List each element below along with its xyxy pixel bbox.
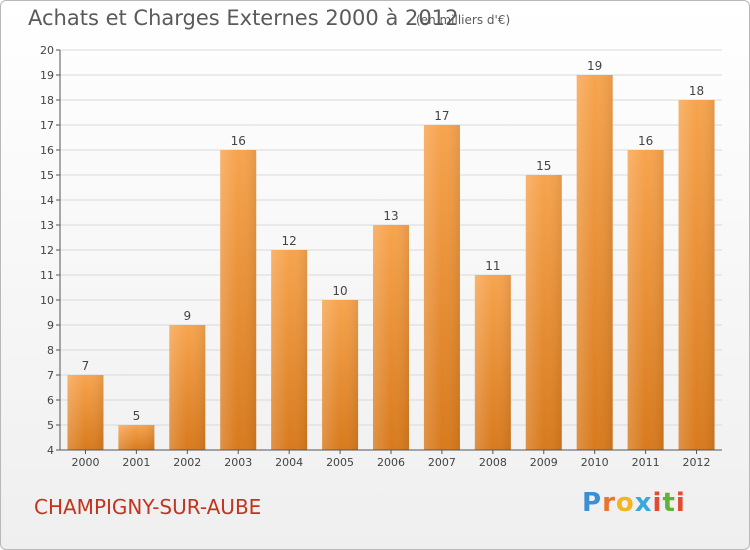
y-tick-label: 17 bbox=[40, 119, 54, 132]
bar-shade bbox=[118, 425, 155, 450]
y-tick-label: 11 bbox=[40, 269, 54, 282]
bar-value-label: 19 bbox=[587, 59, 602, 73]
bar-value-label: 11 bbox=[485, 259, 500, 273]
bar-shade bbox=[576, 75, 613, 450]
bar-value-label: 7 bbox=[82, 359, 90, 373]
logo-letter: i bbox=[652, 488, 663, 518]
bar-shade bbox=[423, 125, 460, 450]
x-tick-label: 2007 bbox=[428, 456, 456, 469]
y-tick-label: 7 bbox=[47, 369, 54, 382]
logo-letter: x bbox=[634, 488, 653, 518]
chart-title: Achats et Charges Externes 2000 à 2012 bbox=[28, 6, 459, 30]
bar-value-label: 13 bbox=[383, 209, 398, 223]
bar-shade bbox=[678, 100, 715, 450]
bar-shade bbox=[322, 300, 359, 450]
bar-value-label: 15 bbox=[536, 159, 551, 173]
y-tick-label: 5 bbox=[47, 419, 54, 432]
x-tick-label: 2008 bbox=[479, 456, 507, 469]
x-tick-label: 2006 bbox=[377, 456, 405, 469]
x-tick-label: 2009 bbox=[530, 456, 558, 469]
logo-letter: t bbox=[662, 488, 676, 518]
y-tick-label: 20 bbox=[40, 44, 54, 57]
x-tick-label: 2002 bbox=[173, 456, 201, 469]
proxiti-logo[interactable]: Proxiti bbox=[582, 488, 686, 518]
logo-letter: r bbox=[602, 488, 616, 518]
bar-value-label: 12 bbox=[282, 234, 297, 248]
axes: 4 5 6 7 8 9 10 11 12 13 14 15 16 17 18 19 20 2000 2001 2002… bbox=[40, 44, 722, 469]
y-tick-label: 10 bbox=[40, 294, 54, 307]
y-tick-label: 6 bbox=[47, 394, 54, 407]
bar-value-label: 16 bbox=[231, 134, 246, 148]
bar-value-label: 10 bbox=[332, 284, 347, 298]
x-tick-label: 2005 bbox=[326, 456, 354, 469]
y-tick-label: 12 bbox=[40, 244, 54, 257]
bar-shade bbox=[373, 225, 409, 450]
bar-shade bbox=[627, 150, 664, 450]
bar-value-label: 5 bbox=[133, 409, 141, 423]
y-tick-label: 13 bbox=[40, 219, 54, 232]
bar-shade bbox=[220, 150, 257, 450]
x-tick-label: 2001 bbox=[122, 456, 150, 469]
commune-name: CHAMPIGNY-SUR-AUBE bbox=[34, 495, 262, 519]
y-tick-label: 19 bbox=[40, 69, 54, 82]
bar-shade bbox=[67, 375, 104, 450]
y-tick-label: 14 bbox=[40, 194, 54, 207]
logo-letter: i bbox=[675, 488, 686, 518]
bar-value-label: 17 bbox=[434, 109, 449, 123]
logo-letter: o bbox=[615, 488, 635, 518]
bar-shade bbox=[271, 250, 308, 450]
y-tick-label: 9 bbox=[47, 319, 54, 332]
bar-shade bbox=[474, 275, 511, 450]
y-tick-label: 4 bbox=[47, 444, 54, 457]
logo-letter: P bbox=[582, 488, 603, 518]
x-tick-label: 2000 bbox=[71, 456, 99, 469]
y-tick-label: 18 bbox=[40, 94, 54, 107]
bar-value-label: 16 bbox=[638, 134, 653, 148]
x-tick-label: 2012 bbox=[683, 456, 711, 469]
x-tick-label: 2003 bbox=[224, 456, 252, 469]
y-tick-label: 15 bbox=[40, 169, 54, 182]
bars: 7 5 9 16 12 10 13 17 11 15 19 16 18 bbox=[67, 59, 715, 450]
y-tick-label: 16 bbox=[40, 144, 54, 157]
bar-value-label: 9 bbox=[183, 309, 191, 323]
x-tick-label: 2011 bbox=[632, 456, 660, 469]
chart-subtitle: (en milliers d'€) bbox=[416, 13, 511, 27]
bar-shade bbox=[525, 175, 562, 450]
x-tick-label: 2004 bbox=[275, 456, 303, 469]
y-tick-label: 8 bbox=[47, 344, 54, 357]
x-tick-label: 2010 bbox=[581, 456, 609, 469]
bar-shade bbox=[169, 325, 206, 450]
bar-value-label: 18 bbox=[689, 84, 704, 98]
